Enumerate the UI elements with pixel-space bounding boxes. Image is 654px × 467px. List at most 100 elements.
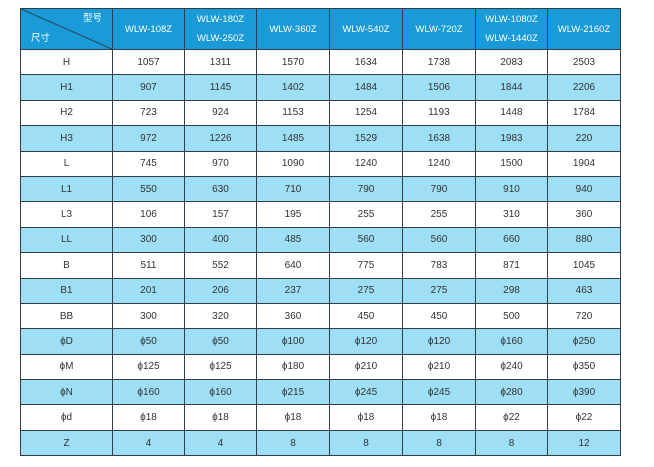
table-cell: 1634 [329,48,403,76]
model-name: WLW-720Z [415,23,463,35]
table-row: L3 106 157 195 255 255 310 360 [20,201,621,228]
model-name: WLW-2160Z [557,23,611,35]
table-cell: 783 [402,252,476,279]
row-label: H2 [20,99,113,127]
row-label: H3 [20,125,113,152]
row-label: ϕd [20,404,113,431]
table-cell: 1904 [547,150,621,177]
table-cell: 550 [112,175,185,203]
table-cell: ϕ245 [402,379,476,406]
diagonal-divider [21,9,112,49]
table-cell: 1484 [329,74,403,101]
table-cell: 4 [112,429,185,457]
row-label: L1 [20,175,113,203]
table-cell: 880 [547,226,621,254]
table-cell: ϕ250 [547,328,621,355]
table-cell: 1193 [402,99,476,127]
table-cell: 1784 [547,99,621,127]
table-cell: 500 [475,302,548,330]
table-row: ϕN ϕ160 ϕ160 ϕ215 ϕ245 ϕ245 ϕ280 ϕ390 [20,379,621,406]
table-row: H3 972 1226 1485 1529 1638 1983 220 [20,125,621,152]
table-cell: 1057 [112,48,185,76]
corner-dimension-label: 尺寸 [31,33,51,44]
table-cell: ϕ210 [402,353,476,381]
corner-header-cell: 型号 尺寸 [20,8,113,50]
model-name: WLW-1080Z [485,14,538,25]
table-cell: 4 [184,429,257,457]
table-cell: 2206 [547,74,621,101]
table-cell: ϕ215 [256,379,330,406]
table-cell: 1448 [475,99,548,127]
table-cell: 275 [402,277,476,304]
table-cell: 300 [112,302,185,330]
table-cell: 1570 [256,48,330,76]
table-row: B1 201 206 237 275 275 298 463 [20,277,621,304]
table-cell: 206 [184,277,257,304]
table-cell: 1402 [256,74,330,101]
table-cell: 1844 [475,74,548,101]
table-cell: 630 [184,175,257,203]
table-cell: 790 [402,175,476,203]
table-row: BB 300 320 360 450 450 500 720 [20,302,621,330]
table-cell: 560 [402,226,476,254]
table-cell: 1311 [184,48,257,76]
table-cell: 157 [184,201,257,228]
table-cell: 511 [112,252,185,279]
table-cell: ϕ160 [112,379,185,406]
table-cell: 910 [475,175,548,203]
table-row: ϕM ϕ125 ϕ125 ϕ180 ϕ210 ϕ210 ϕ240 ϕ350 [20,353,621,381]
table-row: H2 723 924 1153 1254 1193 1448 1784 [20,99,621,127]
table-cell: 1983 [475,125,548,152]
row-label: L [20,150,113,177]
table-cell: 940 [547,175,621,203]
table-cell: 1529 [329,125,403,152]
table-cell: 1240 [402,150,476,177]
table-cell: 907 [112,74,185,101]
row-label: ϕN [20,379,113,406]
table-cell: 310 [475,201,548,228]
model-name: WLW-180Z [196,14,245,25]
table-cell: ϕ22 [547,404,621,431]
table-cell: 745 [112,150,185,177]
table-cell: 790 [329,175,403,203]
table-cell: 360 [547,201,621,228]
table-cell: 1045 [547,252,621,279]
table-row: ϕD ϕ50 ϕ50 ϕ100 ϕ120 ϕ120 ϕ160 ϕ250 [20,328,621,355]
table-cell: 972 [112,125,185,152]
dimension-table: 型号 尺寸 WLW-108Z WLW-180Z WLW-250Z WLW-360Z WL… [20,8,621,457]
table-cell: 560 [329,226,403,254]
table-cell: 1500 [475,150,548,177]
table-cell: ϕ120 [402,328,476,355]
table-cell: ϕ18 [402,404,476,431]
model-header-cell: WLW-720Z [402,8,476,50]
row-label: ϕD [20,328,113,355]
table-cell: 300 [112,226,185,254]
model-header-cell: WLW-360Z [256,8,330,50]
table-cell: 8 [402,429,476,457]
table-cell: 1485 [256,125,330,152]
table-cell: 970 [184,150,257,177]
table-cell: ϕ350 [547,353,621,381]
model-header-cell: WLW-108Z [112,8,185,50]
table-cell: 400 [184,226,257,254]
table-cell: 485 [256,226,330,254]
table-cell: 106 [112,201,185,228]
model-header-cell: WLW-1080Z WLW-1440Z [475,8,548,50]
corner-model-label: 型号 [82,13,102,24]
table-cell: 660 [475,226,548,254]
row-label: ϕM [20,353,113,381]
table-row: L1 550 630 710 790 790 910 940 [20,175,621,203]
model-header-cell: WLW-2160Z [547,8,621,50]
model-name: WLW-108Z [124,23,173,35]
table-cell: ϕ125 [184,353,257,381]
table-cell: 450 [329,302,403,330]
table-cell: 1638 [402,125,476,152]
table-cell: 463 [547,277,621,304]
table-cell: 924 [184,99,257,127]
table-cell: 8 [475,429,548,457]
header-row: 型号 尺寸 WLW-108Z WLW-180Z WLW-250Z WLW-360Z WL… [20,8,621,50]
table-cell: 871 [475,252,548,279]
table-cell: ϕ180 [256,353,330,381]
table-cell: 1254 [329,99,403,127]
row-label: LL [20,226,113,254]
